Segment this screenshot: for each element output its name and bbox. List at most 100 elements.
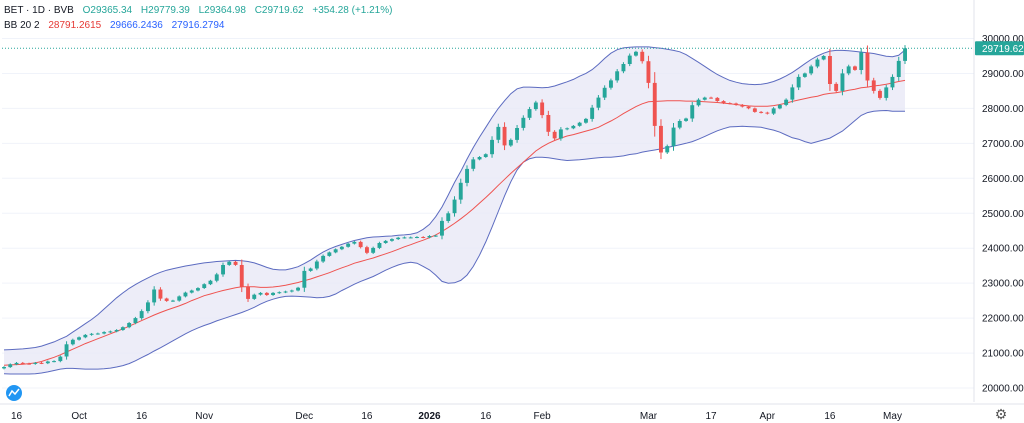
candle (659, 119, 663, 160)
y-tick-label: 20000.00 (982, 384, 1024, 395)
candle (415, 236, 419, 239)
candle (221, 262, 225, 277)
candle (52, 360, 56, 363)
candle (64, 341, 69, 360)
candle (490, 136, 494, 158)
candle (171, 299, 175, 302)
bollinger-lower-band (3, 109, 905, 375)
candle (777, 104, 782, 110)
candle (402, 236, 407, 239)
candle (358, 240, 363, 249)
candle (734, 102, 738, 106)
legend-ohlc: BET · 1D · BVB O29365.34 H29779.39 L2936… (4, 4, 398, 17)
candle (114, 329, 119, 333)
y-axis[interactable]: 20000.00 21000.00 22000.00 23000.00 24000.00… (973, 0, 1024, 402)
candle (264, 292, 269, 296)
candle (452, 196, 457, 217)
candle (884, 84, 889, 101)
candle (427, 235, 432, 239)
candle (571, 124, 576, 130)
candle (314, 259, 319, 271)
candle (133, 316, 138, 325)
candle (371, 246, 376, 254)
candle (596, 95, 601, 111)
candle (214, 272, 219, 283)
candle (727, 102, 732, 105)
candle (196, 287, 200, 292)
candle (552, 130, 557, 141)
y-tick-label: 23000.00 (982, 279, 1024, 290)
y-tick-label: 29000.00 (982, 69, 1024, 80)
legend-indicator: BB 20 2 28791.2615 29666.2436 27916.2794 (4, 19, 230, 32)
candle (784, 98, 789, 107)
x-tick-label: 16 (361, 411, 373, 422)
candle (95, 332, 100, 335)
candle (246, 283, 250, 302)
indicator-label[interactable]: BB 20 2 (4, 20, 40, 31)
candle (646, 55, 651, 89)
candle (890, 74, 895, 91)
x-tick-label: Oct (71, 411, 87, 422)
candle (177, 295, 182, 302)
candle (715, 97, 720, 102)
candle (640, 49, 645, 64)
candle (352, 241, 357, 245)
candle (252, 293, 257, 300)
candle (58, 355, 63, 363)
x-tick-label: 17 (705, 411, 717, 422)
candle (164, 297, 169, 302)
candle (834, 82, 839, 93)
candle (108, 330, 113, 333)
candle (2, 366, 6, 370)
candle (652, 72, 657, 137)
candle (458, 178, 463, 204)
candle (671, 122, 676, 151)
x-tick-label: 16 (11, 411, 23, 422)
candle (158, 287, 163, 301)
candle (365, 245, 369, 255)
x-tick-label: Mar (640, 411, 658, 422)
candle (27, 362, 31, 365)
x-tick-label: May (883, 411, 902, 422)
candle (665, 144, 670, 155)
candle (390, 238, 394, 242)
y-tick-label: 30000.00 (982, 34, 1024, 45)
candle (258, 292, 263, 296)
candle (233, 260, 238, 266)
tradingview-logo[interactable] (6, 385, 22, 401)
candle (421, 236, 426, 239)
candle (271, 292, 275, 296)
candle (521, 115, 526, 131)
y-tick-label: 25000.00 (982, 209, 1024, 220)
candle (602, 85, 607, 101)
candle (89, 332, 94, 336)
candle (377, 241, 382, 250)
candle (802, 72, 807, 78)
candle (33, 361, 38, 365)
gear-icon[interactable]: ⚙ (994, 406, 1008, 422)
candle (709, 96, 713, 99)
candle (20, 361, 25, 365)
y-tick-label: 24000.00 (982, 244, 1024, 255)
candle (609, 78, 613, 90)
candle (227, 260, 232, 266)
candle (483, 153, 488, 158)
candle (690, 101, 695, 122)
candle (590, 104, 595, 122)
y-tick-label: 21000.00 (982, 349, 1024, 360)
candles (2, 45, 907, 370)
candle (302, 266, 307, 292)
symbol-label[interactable]: BET · 1D · BVB (4, 5, 74, 16)
x-tick-label: 16 (824, 411, 836, 422)
candle (765, 111, 770, 115)
candle (752, 107, 757, 113)
candle (721, 100, 726, 105)
candle (471, 157, 476, 172)
candle (627, 53, 632, 67)
candle (477, 156, 482, 161)
candle (740, 104, 745, 108)
candle (433, 234, 438, 237)
x-axis[interactable]: 16 Oct 16 Nov Dec 16 2026 16 Feb Mar 17 Apr 16 May (0, 403, 1024, 422)
candle (871, 77, 876, 94)
